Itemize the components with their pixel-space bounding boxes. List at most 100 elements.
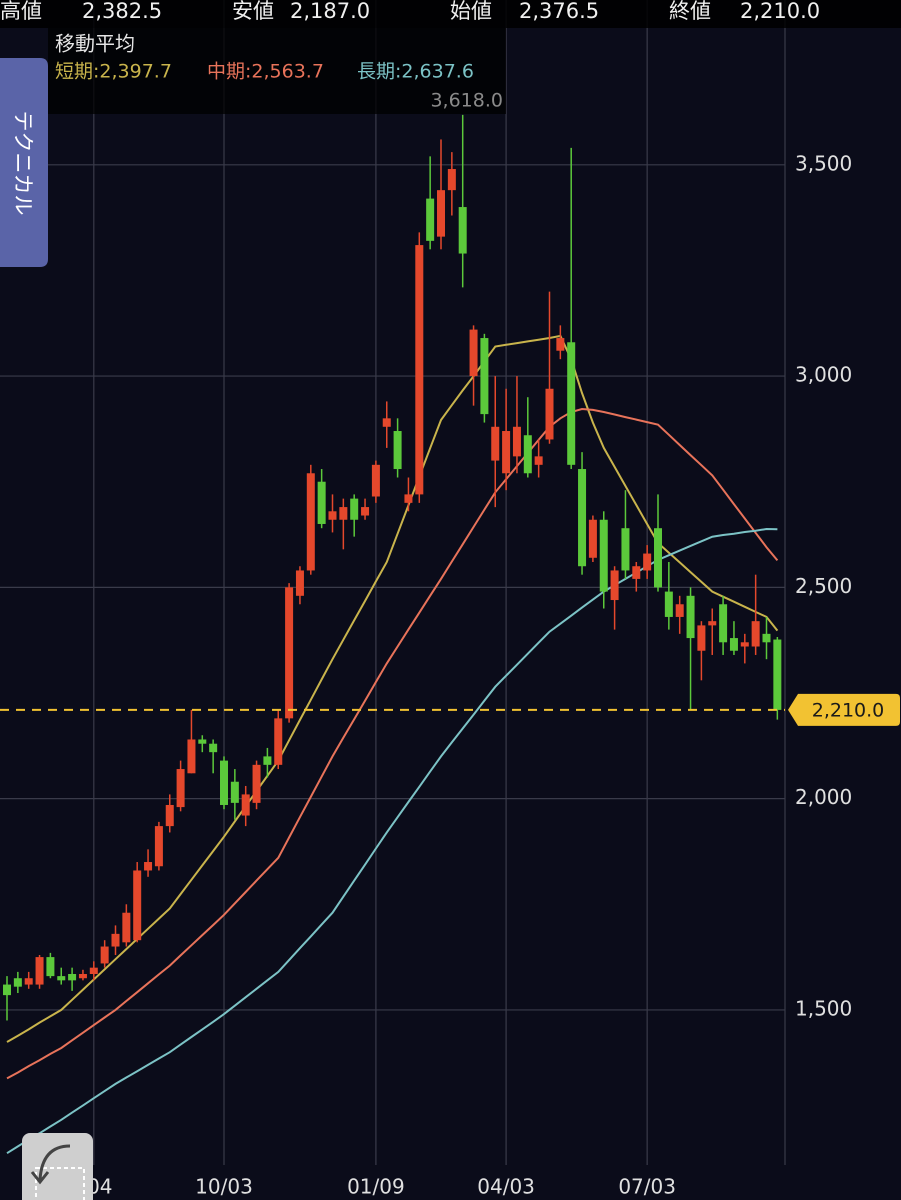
candle-body	[393, 431, 402, 470]
candle-body	[708, 621, 717, 626]
y-tick-label: 1,500	[795, 996, 852, 1020]
legend-entry: 中期:2,563.7	[207, 61, 324, 83]
candle-body	[404, 494, 413, 503]
candle-body	[165, 804, 174, 827]
quote-label: 始値	[450, 0, 492, 23]
candle-body	[154, 826, 163, 867]
candle-body	[502, 431, 511, 474]
y-tick-label: 3,500	[795, 151, 852, 175]
candle-body	[111, 933, 120, 947]
candle-body	[762, 633, 771, 643]
candle-body	[24, 978, 33, 985]
candle-body	[523, 435, 532, 474]
y-tick-label: 3,000	[795, 363, 852, 387]
candle-body	[89, 967, 98, 975]
candle-body	[740, 642, 749, 647]
candle-body	[729, 638, 738, 651]
candle-body	[176, 769, 185, 808]
quote-label: 終値	[669, 0, 711, 23]
legend-bg	[48, 28, 506, 114]
x-tick-label: 04/03	[477, 1175, 535, 1199]
candle-body	[426, 198, 435, 241]
candle-body	[187, 739, 196, 774]
quote-value: 2,382.5	[82, 0, 162, 23]
candle-body	[78, 974, 87, 979]
quote-label: 安値	[232, 0, 274, 23]
candle-body	[295, 570, 304, 596]
candle-body	[643, 553, 652, 571]
candle-body	[230, 781, 239, 803]
candle-body	[545, 388, 554, 440]
candle-body	[13, 978, 22, 987]
x-tick-label: 10/03	[195, 1175, 253, 1199]
y-tick-label: 2,000	[795, 785, 852, 809]
candle-body	[252, 764, 261, 803]
candle-body	[437, 190, 445, 237]
candle-body	[68, 974, 77, 981]
toggle-button[interactable]	[22, 1133, 93, 1200]
legend-entry: 短期:2,397.7	[55, 61, 172, 83]
quote-label: 高値	[0, 0, 42, 23]
max-annotation: 3,618.0	[430, 90, 503, 112]
candle-body	[35, 957, 44, 985]
candle-body	[469, 329, 478, 377]
candle-body	[371, 464, 380, 497]
candle-body	[610, 570, 619, 601]
candle-body	[57, 976, 66, 981]
candle-body	[697, 625, 706, 651]
moving-average-line	[6, 334, 779, 1043]
x-tick-label: 07/03	[618, 1175, 676, 1199]
screen-toggle[interactable]	[22, 1133, 93, 1200]
x-tick-label: 01/09	[347, 1175, 405, 1199]
moving-average-line	[6, 407, 779, 1080]
candle-body	[773, 639, 782, 710]
candle-body	[588, 519, 597, 558]
candle-body	[306, 473, 315, 571]
technical-tab[interactable]: テクニカル	[0, 58, 48, 267]
candle-body	[100, 946, 109, 964]
toggle-icon-arrow	[30, 1144, 71, 1185]
candle-body	[654, 528, 662, 588]
candle-body	[263, 756, 272, 765]
candle-body	[122, 912, 131, 943]
technical-tab-label[interactable]: テクニカル	[11, 111, 35, 216]
candle-body	[133, 870, 142, 941]
technical-tab-bg[interactable]	[0, 58, 48, 267]
candle-body	[512, 426, 521, 457]
candle-body	[382, 418, 391, 427]
candle-body	[198, 739, 207, 744]
candle-body	[686, 595, 695, 639]
candle-body	[350, 498, 359, 520]
quote-bar-bg	[0, 0, 901, 28]
candle-body	[447, 169, 456, 191]
overlay: 移動平均 3,618.0 2,210.0 短期:2,397.7 中期:2,563.7…	[0, 0, 901, 726]
candle-body	[719, 604, 728, 643]
candle-body	[632, 566, 641, 579]
candle-body	[241, 794, 250, 816]
candle-body	[317, 481, 326, 524]
candle-body	[285, 587, 294, 719]
candle-body	[556, 338, 565, 351]
candle-body	[209, 743, 218, 753]
candle-body	[491, 426, 500, 461]
toggle-icon-box	[35, 1167, 85, 1200]
quote-value: 2,376.5	[519, 0, 599, 23]
candle-body	[599, 519, 608, 592]
candle-body	[220, 760, 228, 805]
candle-body	[46, 957, 55, 977]
candle-body	[144, 862, 153, 871]
candle-body	[328, 511, 337, 520]
legend-entry: 長期:2,637.6	[357, 61, 474, 83]
candle-body	[534, 456, 543, 465]
candle-body	[480, 338, 489, 415]
candle-body	[274, 718, 283, 765]
legend-title: 移動平均	[55, 32, 135, 56]
candle-body	[458, 207, 467, 254]
candle-body	[339, 507, 348, 520]
last-price-label: 2,210.0	[812, 699, 885, 721]
quote-value: 2,210.0	[740, 0, 820, 23]
candles	[3, 114, 782, 1021]
